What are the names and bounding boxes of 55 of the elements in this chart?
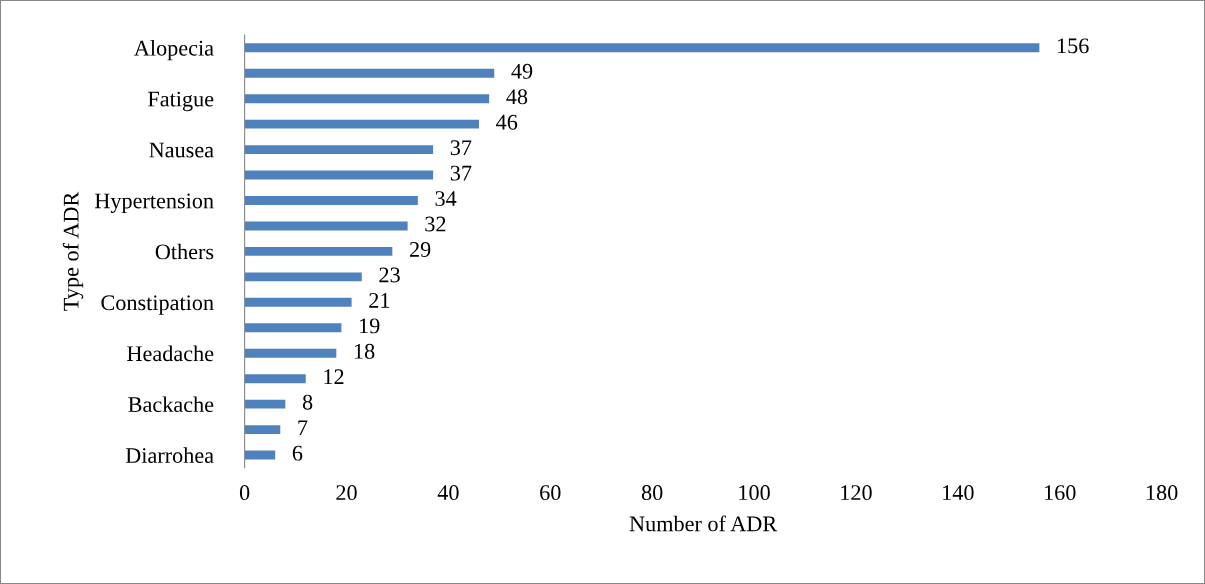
bar xyxy=(244,323,342,333)
data-label: 48 xyxy=(506,89,528,105)
y-tick-label: Alopecia xyxy=(134,40,214,61)
data-label: 21 xyxy=(369,292,390,308)
y-tick-label: Constipation xyxy=(101,295,214,315)
y-tick-label: Fatigue xyxy=(148,91,214,112)
bar xyxy=(244,145,434,155)
y-tick-label: Hypertension xyxy=(94,193,214,213)
x-tick-label: 180 xyxy=(1146,485,1178,501)
x-tick-label: 120 xyxy=(841,485,872,501)
bar xyxy=(244,94,490,104)
bar xyxy=(244,374,306,384)
data-label: 18 xyxy=(354,343,375,359)
bar xyxy=(244,68,495,78)
x-axis-title: Number of ADR xyxy=(629,515,778,532)
x-tick-label: 0 xyxy=(239,485,250,501)
x-tick-label: 100 xyxy=(739,485,770,501)
bar xyxy=(244,43,1040,53)
bar xyxy=(244,425,281,435)
x-tick-label: 80 xyxy=(641,485,663,501)
data-label: 29 xyxy=(410,242,431,257)
bar xyxy=(244,221,408,231)
data-label: 46 xyxy=(496,114,518,130)
data-label: 7 xyxy=(298,420,308,435)
x-tick-label: 20 xyxy=(336,485,357,501)
bar xyxy=(244,170,434,180)
data-label: 12 xyxy=(324,369,344,385)
bar xyxy=(244,272,362,282)
bar xyxy=(244,119,479,129)
data-label: 37 xyxy=(450,165,472,181)
bar xyxy=(244,399,286,409)
y-tick-label: Nausea xyxy=(149,142,214,158)
x-tick-label: 160 xyxy=(1045,485,1076,501)
data-label: 23 xyxy=(379,267,400,283)
bar xyxy=(244,348,337,358)
data-label: 49 xyxy=(511,63,533,79)
x-tick-label: 60 xyxy=(540,485,561,501)
bar xyxy=(244,297,352,307)
y-tick-label: Backache xyxy=(128,396,214,413)
data-label: 156 xyxy=(1057,38,1089,54)
data-label: 19 xyxy=(360,318,380,334)
x-tick-label: 140 xyxy=(943,485,974,501)
x-tick-label: 40 xyxy=(437,485,459,501)
bar xyxy=(244,196,418,205)
y-tick-label: Headache xyxy=(127,345,214,362)
bar xyxy=(244,246,393,256)
bar xyxy=(244,450,276,460)
y-axis-title: Type of ADR xyxy=(62,191,84,311)
data-label: 8 xyxy=(302,394,313,410)
data-label: 37 xyxy=(450,140,472,156)
data-label: 34 xyxy=(435,191,457,207)
data-label: 32 xyxy=(425,216,446,232)
data-label: 6 xyxy=(292,445,303,461)
y-tick-label: Others xyxy=(155,243,214,260)
y-tick-label: Diarrohea xyxy=(125,447,214,463)
